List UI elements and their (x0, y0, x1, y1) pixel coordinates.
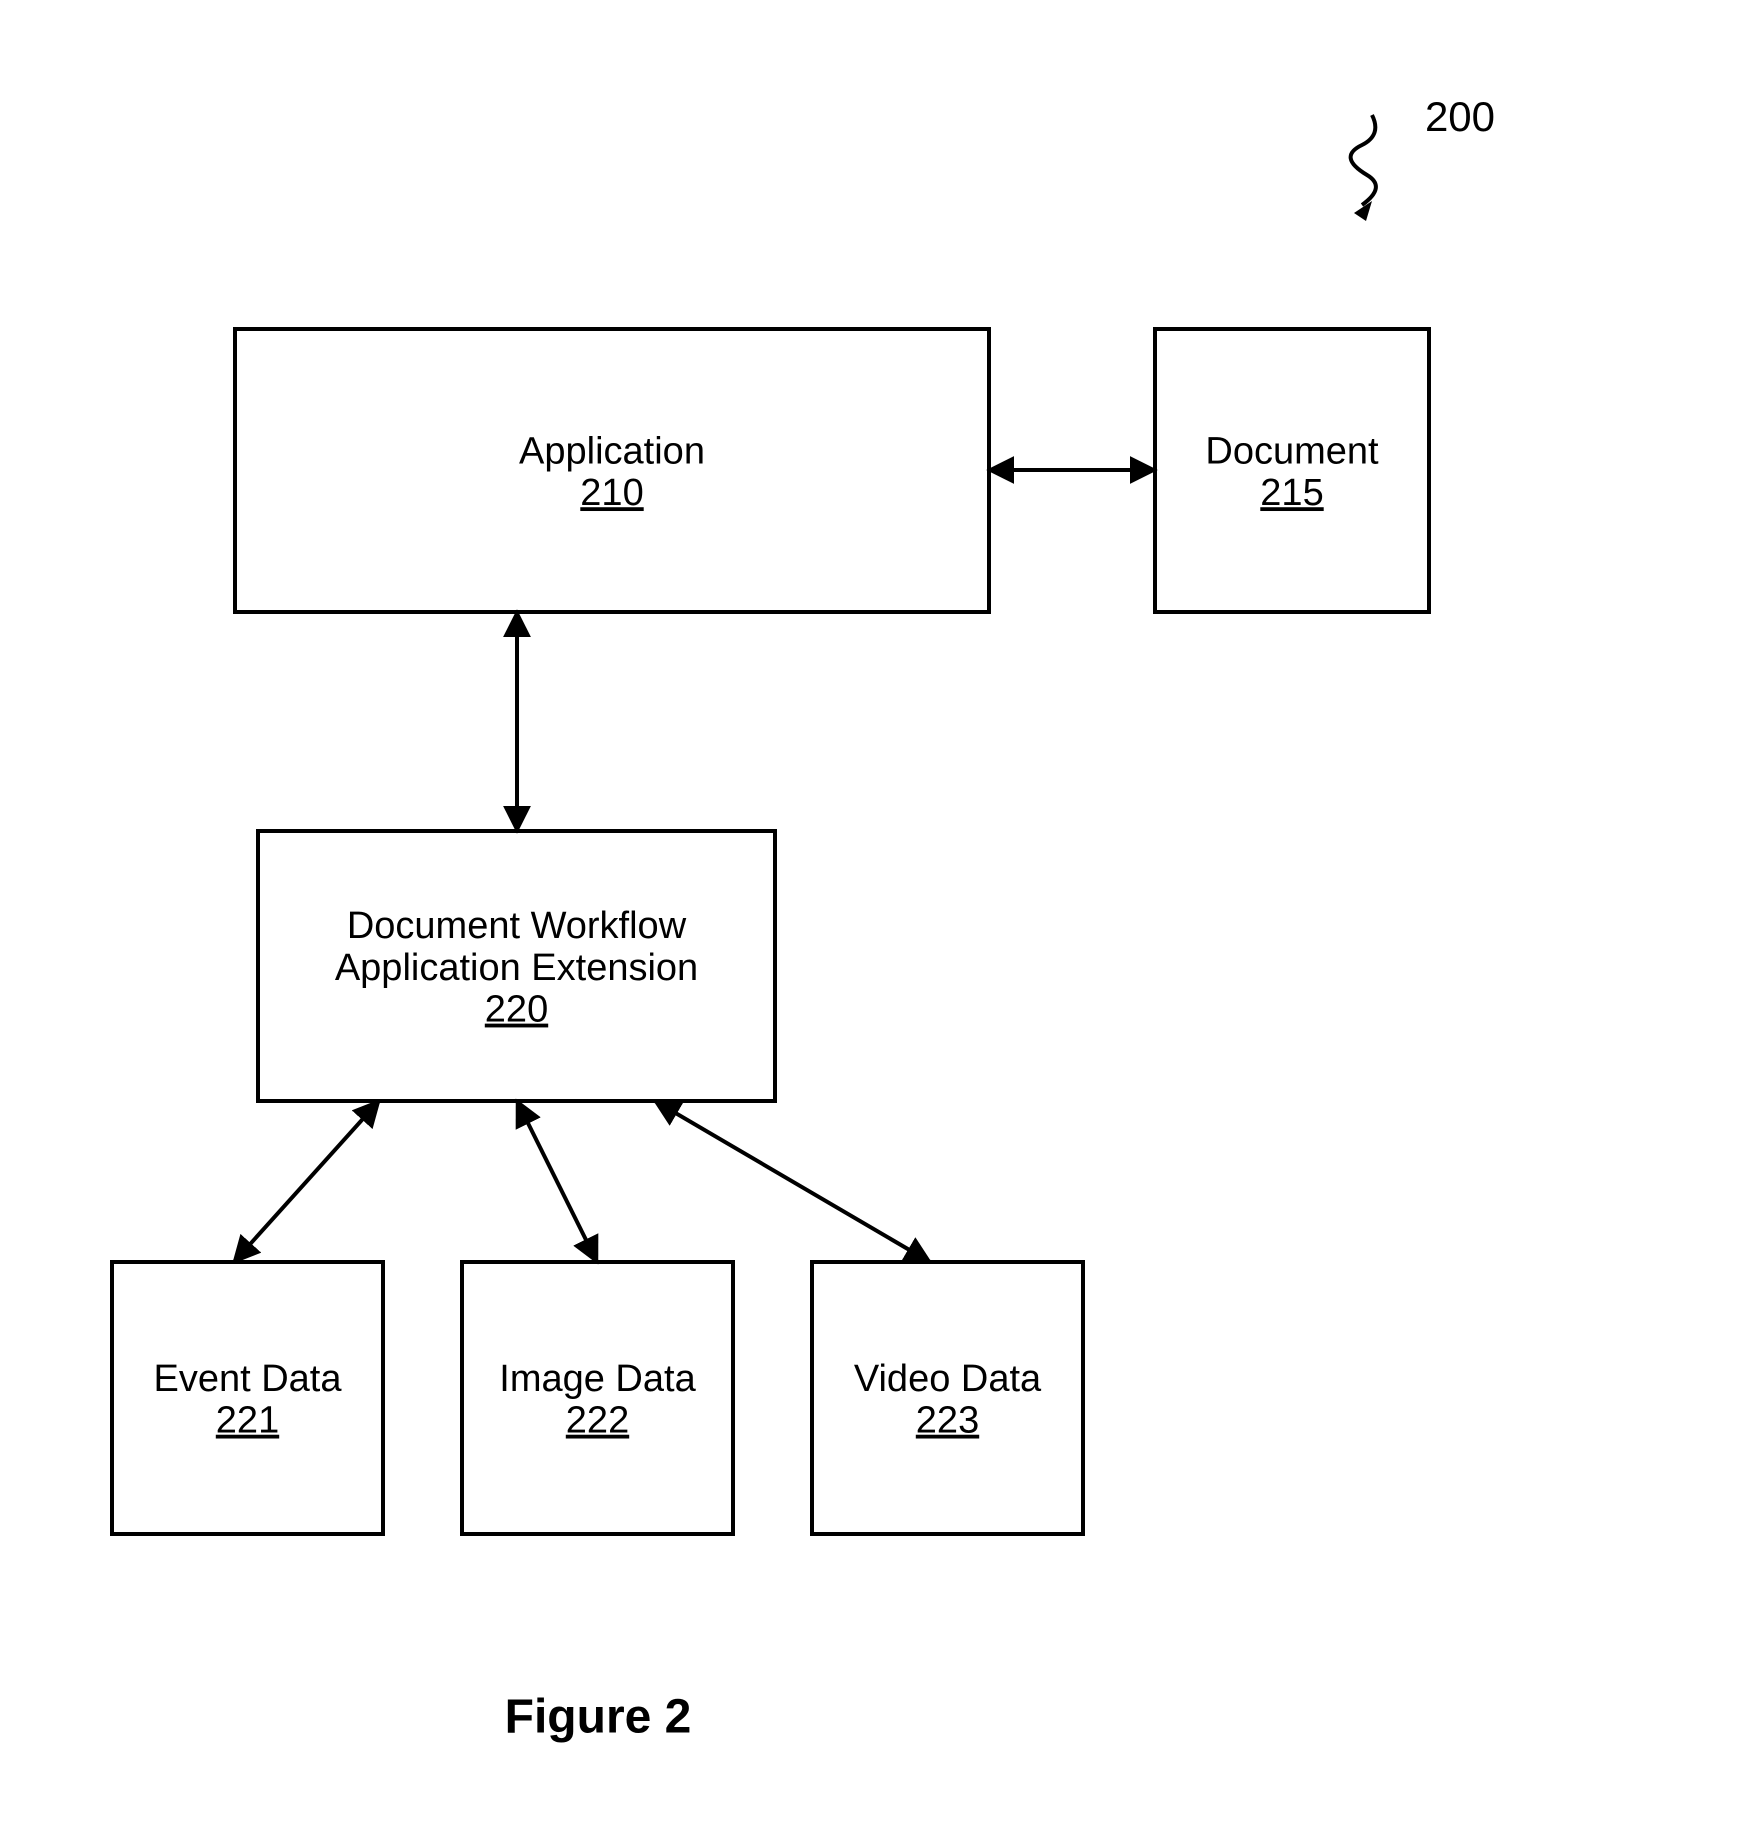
extension-box: Document Workflow Application Extension … (258, 831, 775, 1101)
video-data-label: Video Data (854, 1358, 1042, 1400)
application-box: Application 210 (235, 329, 989, 612)
application-label: Application (519, 430, 705, 472)
figure-caption: Figure 2 (505, 1691, 692, 1744)
connector-arrow (234, 1101, 379, 1262)
image-data-label: Image Data (499, 1358, 696, 1400)
extension-label-line2: Application Extension (335, 947, 698, 989)
document-label: Document (1205, 430, 1379, 472)
event-data-label: Event Data (154, 1358, 343, 1400)
image-data-box: Image Data 222 (462, 1262, 733, 1534)
video-data-box: Video Data 223 (812, 1262, 1083, 1534)
connector-arrow (517, 1101, 597, 1262)
extension-number: 220 (485, 989, 548, 1031)
reference-arrow (1351, 115, 1376, 221)
application-number: 210 (580, 472, 643, 514)
image-data-number: 222 (566, 1400, 629, 1442)
connector-arrow (655, 1101, 930, 1262)
video-data-number: 223 (916, 1400, 979, 1442)
event-data-number: 221 (216, 1400, 279, 1442)
reference-number: 200 (1425, 93, 1495, 140)
event-data-box: Event Data 221 (112, 1262, 383, 1534)
extension-label-line1: Document Workflow (347, 905, 687, 947)
document-number: 215 (1260, 472, 1323, 514)
document-box: Document 215 (1155, 329, 1429, 612)
